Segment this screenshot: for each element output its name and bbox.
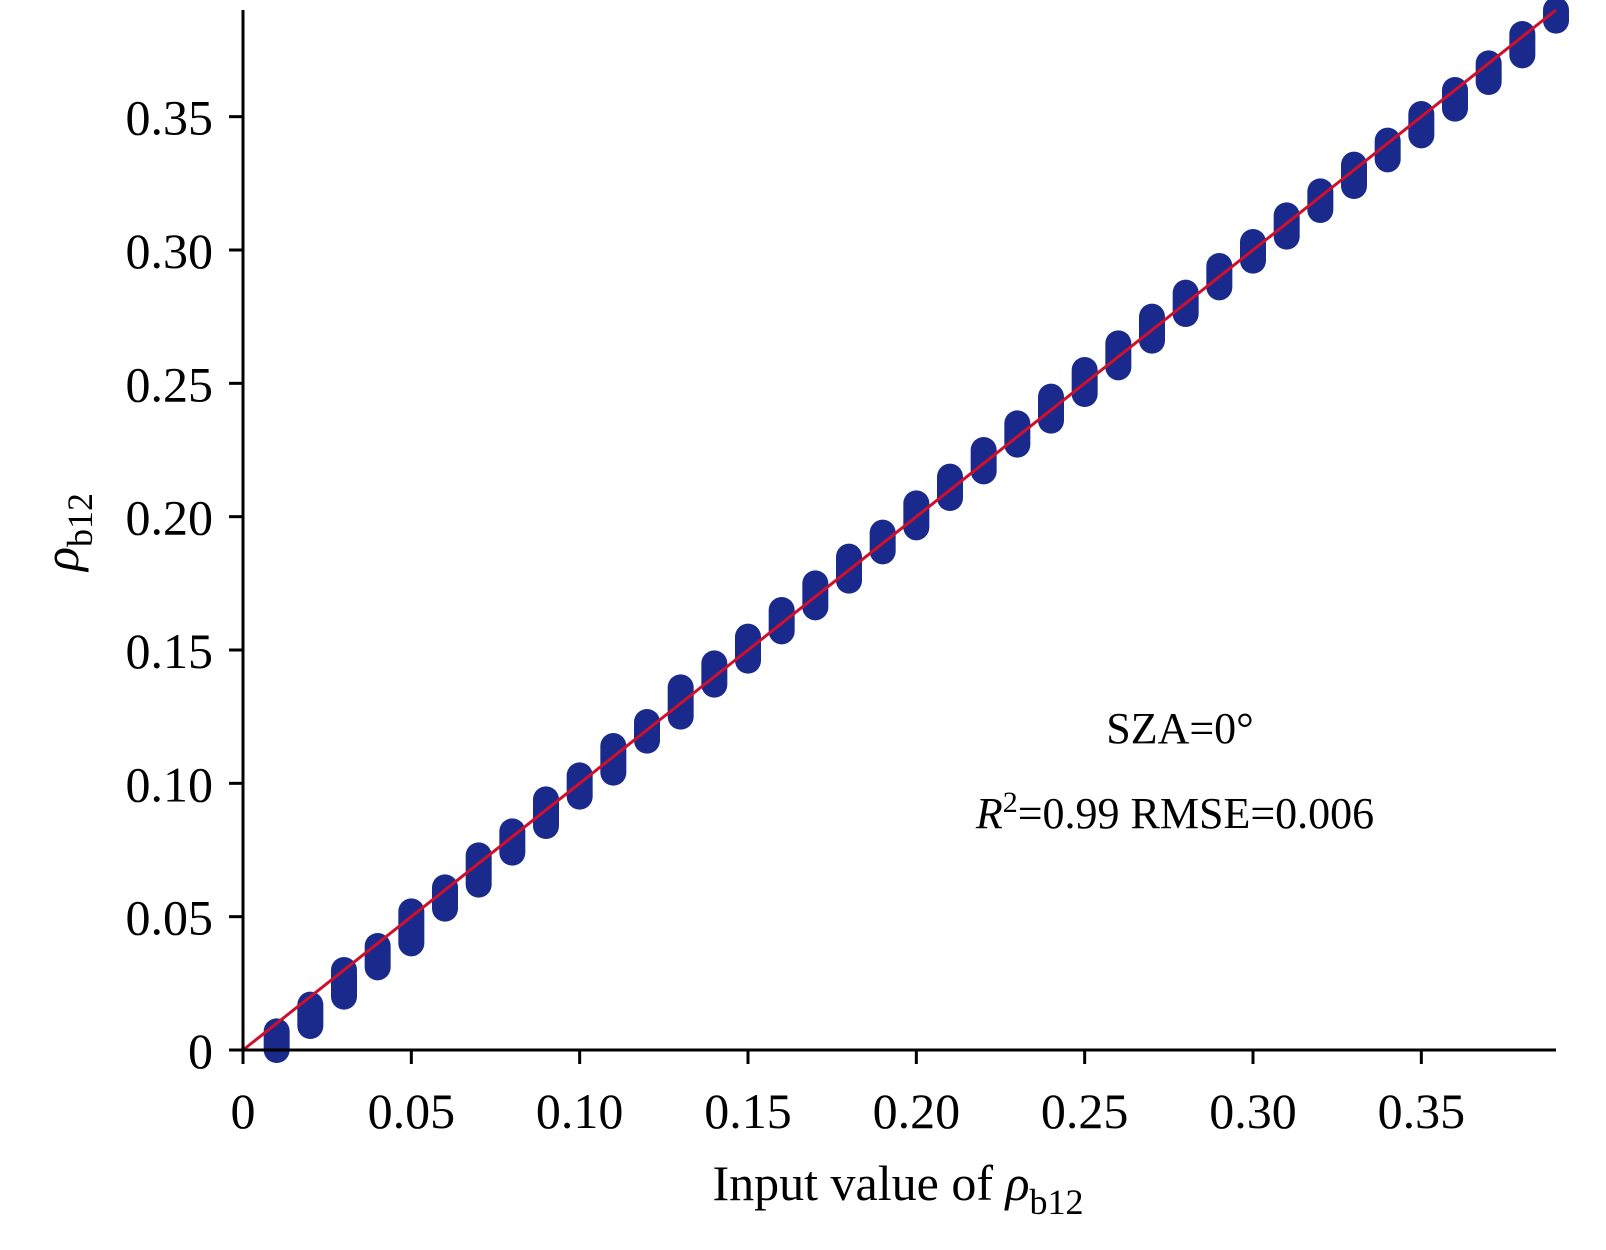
y-axis-ticks: 0 0.05 0.10 0.15 0.20 0.25 0.30 0.35 — [126, 90, 243, 1079]
x-tick-label: 0.30 — [1209, 1083, 1297, 1139]
x-axis-title-symbol: ρ — [1003, 1155, 1029, 1211]
x-axis-ticks: 0 0.05 0.10 0.15 0.20 0.25 0.30 0.35 — [231, 1050, 1466, 1139]
y-axis-title-subscript: b12 — [60, 493, 100, 547]
y-tick-label: 0.35 — [126, 90, 214, 146]
x-tick-label: 0 — [231, 1083, 256, 1139]
annotation-sza: SZA=0° — [1106, 704, 1254, 753]
x-tick-label: 0.25 — [1041, 1083, 1129, 1139]
x-tick-label: 0.05 — [368, 1083, 456, 1139]
y-tick-label: 0.10 — [126, 756, 214, 812]
annotation-r-superscript: 2 — [1003, 786, 1018, 819]
y-tick-label: 0.20 — [126, 490, 214, 546]
x-axis-title: Input value of ρb12 — [713, 1155, 1084, 1222]
y-axis-title: ρb12 — [33, 493, 100, 573]
annotation-stats: R2=0.99 RMSE=0.006 — [975, 786, 1374, 838]
x-axis-title-subscript: b12 — [1029, 1182, 1083, 1222]
data-points — [263, 0, 1569, 1063]
x-axis-title-main: Input value of — [713, 1155, 1006, 1211]
y-tick-label: 0.05 — [126, 890, 214, 946]
y-axis-title-symbol: ρ — [33, 547, 89, 573]
y-tick-label: 0.30 — [126, 223, 214, 279]
fit-line-layer — [242, 8, 1557, 1052]
axes — [241, 10, 1556, 1052]
y-tick-label: 0.15 — [126, 623, 214, 679]
y-tick-label: 0 — [188, 1023, 213, 1079]
fit-line — [242, 8, 1557, 1052]
annotation-r-symbol: R — [975, 789, 1003, 838]
annotation-stats-text: =0.99 RMSE=0.006 — [1018, 789, 1374, 838]
x-tick-label: 0.15 — [704, 1083, 792, 1139]
x-tick-label: 0.10 — [536, 1083, 624, 1139]
x-tick-label: 0.35 — [1378, 1083, 1466, 1139]
x-tick-label: 0.20 — [873, 1083, 961, 1139]
y-tick-label: 0.25 — [126, 356, 214, 412]
